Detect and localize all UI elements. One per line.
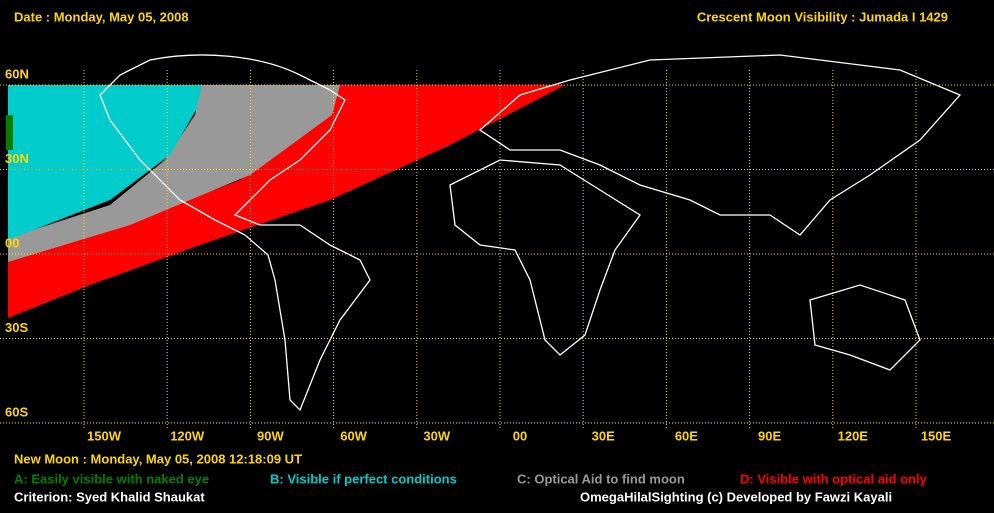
- legend-a: A: Easily visible with naked eye: [14, 471, 209, 486]
- legend-b: B: Visible if perfect conditions: [270, 471, 457, 486]
- credit: OmegaHilalSighting (c) Developed by Fawz…: [580, 489, 892, 504]
- longitude-label: 30E: [592, 428, 615, 443]
- legend-d: D: Visible with optical aid only: [740, 471, 928, 486]
- latitude-label: 30S: [5, 320, 28, 335]
- longitude-label: 90W: [257, 428, 284, 443]
- visibility-zones: [6, 85, 565, 318]
- new-moon: New Moon : Monday, May 05, 2008 12:18:09…: [14, 451, 302, 466]
- eurasia: [478, 54, 962, 236]
- zone-b: [8, 85, 202, 240]
- date: Date : Monday, May 05, 2008: [14, 9, 189, 24]
- longitude-label: 120E: [838, 428, 869, 443]
- latitude-label: 00: [5, 235, 19, 250]
- zone-c: [8, 85, 340, 262]
- longitude-label: 00: [513, 428, 527, 443]
- latitude-label: 60N: [5, 66, 29, 81]
- legend-c: C: Optical Aid to find moon: [517, 471, 685, 486]
- australia: [809, 284, 921, 371]
- longitude-label: 120W: [170, 428, 205, 443]
- longitude-label: 60W: [340, 428, 367, 443]
- graticule: [0, 70, 994, 430]
- zone-a: [6, 115, 13, 150]
- latitude-label: 60S: [5, 404, 28, 419]
- longitude-label: 150E: [921, 428, 952, 443]
- zone-d: [8, 85, 565, 318]
- map-title: Crescent Moon Visibility : Jumada I 1429: [697, 9, 948, 24]
- africa: [449, 159, 641, 356]
- criterion: Criterion: Syed Khalid Shaukat: [14, 489, 205, 504]
- longitude-label: 30W: [423, 428, 450, 443]
- longitude-label: 90E: [758, 428, 781, 443]
- longitude-label: 60E: [675, 428, 698, 443]
- graticule-labels: 60N 30N 00 30S 60S 150W 120W 90W 60W 30W 00 30E 60E 9…: [5, 66, 952, 443]
- latitude-label: 30N: [5, 151, 29, 166]
- longitude-label: 150W: [87, 428, 122, 443]
